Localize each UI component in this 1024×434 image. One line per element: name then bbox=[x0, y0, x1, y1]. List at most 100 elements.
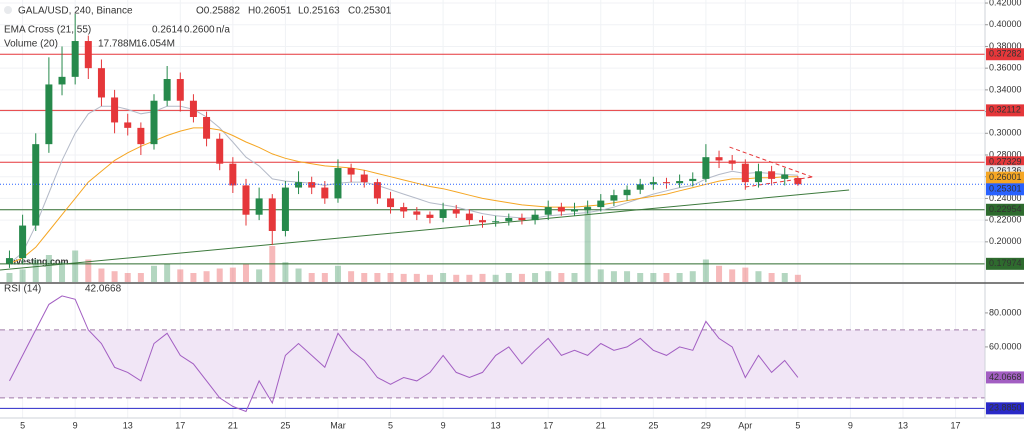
candle-body bbox=[19, 225, 27, 259]
volume-bar bbox=[492, 274, 499, 282]
candle-body bbox=[570, 209, 578, 212]
y-tick-label: 0.20000 bbox=[989, 236, 1022, 246]
candle-body bbox=[163, 79, 171, 101]
candle-body bbox=[137, 127, 145, 145]
volume-bar bbox=[610, 271, 617, 282]
candle-body bbox=[387, 198, 395, 208]
volume-bar bbox=[242, 264, 249, 282]
candle-body bbox=[531, 214, 539, 221]
volume-bar bbox=[413, 273, 420, 282]
level-label: 0.32112 bbox=[989, 105, 1021, 115]
volume-bar bbox=[85, 259, 92, 282]
y-tick-label: 0.30000 bbox=[989, 128, 1022, 138]
volume-bar bbox=[689, 271, 696, 282]
candle-body bbox=[465, 213, 473, 221]
x-tick-label: 13 bbox=[123, 420, 133, 430]
indicator-value: 0.2600 bbox=[184, 25, 215, 36]
volume-bar bbox=[282, 262, 289, 282]
y-tick-label: 0.36000 bbox=[989, 63, 1022, 73]
x-tick-label: 5 bbox=[388, 420, 393, 430]
volume-bar bbox=[663, 273, 670, 282]
candle-body bbox=[479, 220, 487, 223]
price-marker-box bbox=[986, 171, 1024, 184]
candle-body bbox=[610, 195, 618, 201]
candle-body bbox=[439, 209, 447, 218]
candle-body bbox=[242, 185, 250, 215]
level-label-box bbox=[986, 203, 1024, 216]
level-label-box bbox=[986, 48, 1024, 61]
volume-bar bbox=[518, 273, 525, 282]
reference-label: 23.8850 bbox=[989, 403, 1022, 413]
candle-body bbox=[347, 168, 355, 175]
candle-body bbox=[715, 157, 723, 161]
y-tick-label: 0.42000 bbox=[989, 0, 1022, 7]
candle-body bbox=[676, 181, 684, 184]
x-tick-label: 21 bbox=[596, 420, 606, 430]
volume-bar bbox=[124, 273, 131, 282]
volume-bar bbox=[72, 250, 79, 282]
x-tick-label: 9 bbox=[441, 420, 446, 430]
candle-body bbox=[702, 157, 710, 179]
candle-body bbox=[781, 174, 789, 179]
candle-body bbox=[794, 177, 802, 185]
candle-body bbox=[426, 214, 434, 218]
indicator-value: n/a bbox=[216, 25, 230, 36]
volume-bar bbox=[374, 273, 381, 282]
price-marker-label: 0.25301 bbox=[989, 184, 1022, 194]
volume-bar bbox=[6, 273, 13, 282]
x-tick-label: 9 bbox=[73, 420, 78, 430]
candle-body bbox=[373, 182, 381, 199]
y-tick-label: 0.24000 bbox=[989, 193, 1022, 203]
volume-bar bbox=[203, 271, 210, 282]
candle-body bbox=[58, 76, 66, 85]
icon bbox=[4, 6, 12, 14]
candle-body bbox=[176, 79, 184, 101]
level-label-box bbox=[986, 104, 1024, 117]
candle-body bbox=[189, 100, 197, 118]
candle-body bbox=[229, 163, 237, 186]
symbol-title: GALA/USD, 240, Binance bbox=[18, 6, 133, 17]
rsi-value-label: 42.0668 bbox=[989, 372, 1022, 382]
x-tick-label: 13 bbox=[898, 420, 908, 430]
volume-bar bbox=[111, 271, 118, 282]
candle-body bbox=[557, 207, 565, 212]
volume-bar bbox=[164, 264, 171, 282]
y-tick-label: 0.38000 bbox=[989, 41, 1022, 51]
rsi-band bbox=[0, 329, 985, 398]
candle-body bbox=[268, 198, 276, 231]
volume-bar bbox=[650, 273, 657, 282]
volume-bar bbox=[729, 269, 736, 282]
indicator-value: 16.054M bbox=[136, 39, 175, 50]
volume-bar bbox=[742, 267, 749, 282]
volume-bar bbox=[768, 273, 775, 282]
rsi-line bbox=[9, 295, 799, 413]
trend-line bbox=[729, 146, 813, 178]
ohlc-value: H0.26051 bbox=[248, 6, 292, 17]
level-label-box bbox=[986, 257, 1024, 270]
candle-body bbox=[255, 198, 263, 215]
volume-bar bbox=[702, 259, 709, 282]
volume-bar bbox=[637, 273, 644, 282]
y-tick-label: 0.28000 bbox=[989, 149, 1022, 159]
volume-bar bbox=[676, 273, 683, 282]
rsi-value-box bbox=[986, 371, 1024, 384]
candle-body bbox=[308, 182, 316, 188]
candle-body bbox=[413, 211, 421, 215]
volume-bar bbox=[479, 273, 486, 282]
x-tick-label: 5 bbox=[20, 420, 25, 430]
y-tick-label: 0.34000 bbox=[989, 84, 1022, 94]
candle-body bbox=[5, 258, 13, 264]
x-tick-label: 5 bbox=[795, 420, 800, 430]
candle-body bbox=[334, 168, 342, 199]
volume-bar bbox=[256, 269, 263, 282]
ema-line bbox=[9, 105, 798, 264]
indicator-name: EMA Cross (21, 55) bbox=[4, 25, 91, 36]
volume-bar bbox=[440, 273, 447, 282]
volume-bar bbox=[781, 273, 788, 282]
candle-body bbox=[597, 200, 605, 208]
reference-box bbox=[986, 402, 1024, 415]
volume-bar bbox=[545, 271, 552, 282]
volume-bar bbox=[584, 205, 591, 282]
volume-bar bbox=[32, 259, 39, 282]
